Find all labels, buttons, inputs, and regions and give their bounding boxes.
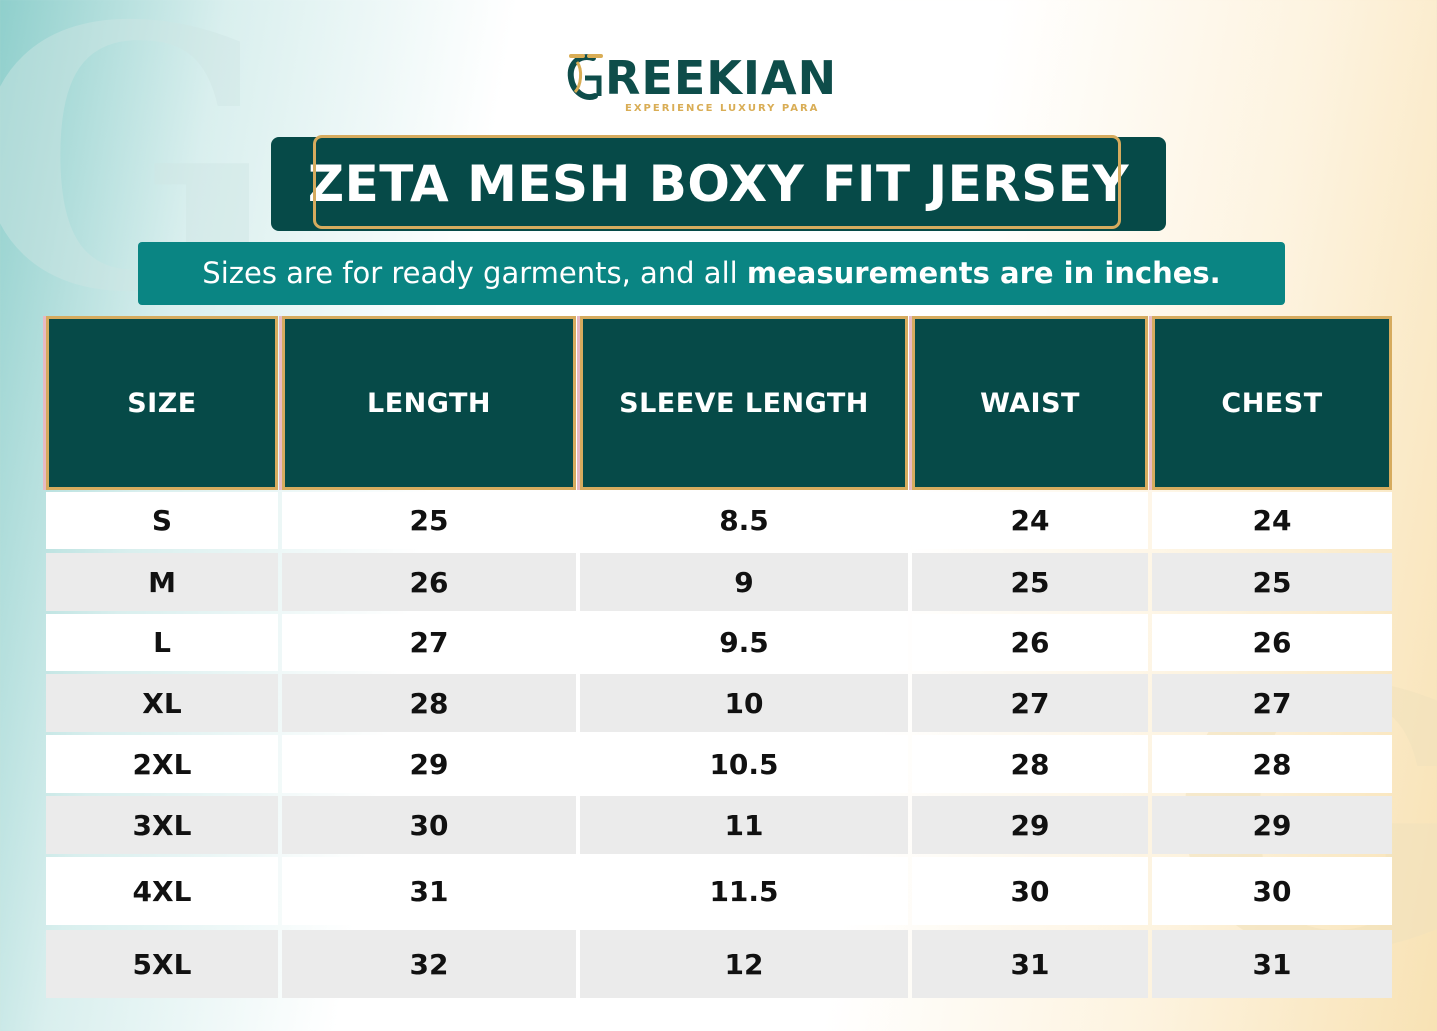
cell-chest: 26 [1152, 614, 1392, 671]
header-sleeve-length: SLEEVE LENGTH [580, 316, 908, 490]
subtitle-bold: measurements are in inches. [746, 256, 1221, 290]
cell-length: 27 [282, 614, 576, 671]
cell-sleeve-length: 9 [580, 553, 908, 611]
page-title: ZETA MESH BOXY FIT JERSEY [307, 155, 1130, 213]
table-row: M 26 9 25 25 [46, 553, 1392, 611]
table-row: S 25 8.5 24 24 [46, 492, 1392, 549]
cell-sleeve-length: 10.5 [580, 735, 908, 793]
brand-logo: REEKIAN EXPERIENCE LUXURY PARA [563, 52, 875, 118]
cell-chest: 31 [1152, 930, 1392, 998]
header-size: SIZE [46, 316, 278, 490]
cell-size: M [46, 553, 278, 611]
cell-chest: 24 [1152, 492, 1392, 549]
cell-chest: 30 [1152, 857, 1392, 925]
cell-sleeve-length: 9.5 [580, 614, 908, 671]
cell-waist: 29 [912, 796, 1148, 854]
cell-length: 32 [282, 930, 576, 998]
cell-length: 29 [282, 735, 576, 793]
cell-waist: 28 [912, 735, 1148, 793]
cell-waist: 30 [912, 857, 1148, 925]
cell-sleeve-length: 8.5 [580, 492, 908, 549]
cell-size: 3XL [46, 796, 278, 854]
cell-length: 31 [282, 857, 576, 925]
cell-size: 4XL [46, 857, 278, 925]
cell-chest: 29 [1152, 796, 1392, 854]
cell-size: XL [46, 674, 278, 732]
cell-length: 26 [282, 553, 576, 611]
cell-chest: 27 [1152, 674, 1392, 732]
cell-chest: 28 [1152, 735, 1392, 793]
cell-size: 2XL [46, 735, 278, 793]
table-row: 5XL 32 12 31 31 [46, 930, 1392, 998]
brand-tagline: EXPERIENCE LUXURY PARA [625, 103, 820, 114]
table-row: 3XL 30 11 29 29 [46, 796, 1392, 854]
cell-length: 28 [282, 674, 576, 732]
cell-waist: 25 [912, 553, 1148, 611]
table-row: 2XL 29 10.5 28 28 [46, 735, 1392, 793]
cell-waist: 24 [912, 492, 1148, 549]
subtitle-normal: Sizes are for ready garments, and all [202, 256, 747, 290]
cell-size: 5XL [46, 930, 278, 998]
title-banner [271, 137, 1166, 231]
table-row: XL 28 10 27 27 [46, 674, 1392, 732]
cell-size: L [46, 614, 278, 671]
subtitle-banner [138, 242, 1285, 305]
title-gold-frame [313, 135, 1121, 229]
cell-waist: 27 [912, 674, 1148, 732]
cell-length: 25 [282, 492, 576, 549]
cell-waist: 26 [912, 614, 1148, 671]
cell-chest: 25 [1152, 553, 1392, 611]
cell-waist: 31 [912, 930, 1148, 998]
table-row: 4XL 31 11.5 30 30 [46, 857, 1392, 925]
header-chest: CHEST [1152, 316, 1392, 490]
table-row: L 27 9.5 26 26 [46, 614, 1392, 671]
cell-sleeve-length: 11.5 [580, 857, 908, 925]
brand-wordmark: REEKIAN [605, 51, 838, 105]
subtitle-text: Sizes are for ready garments, and all me… [138, 242, 1285, 305]
header-length: LENGTH [282, 316, 576, 490]
cell-sleeve-length: 11 [580, 796, 908, 854]
cell-sleeve-length: 12 [580, 930, 908, 998]
cell-sleeve-length: 10 [580, 674, 908, 732]
cell-size: S [46, 492, 278, 549]
cell-length: 30 [282, 796, 576, 854]
g-monogram-icon [567, 54, 603, 100]
header-waist: WAIST [912, 316, 1148, 490]
